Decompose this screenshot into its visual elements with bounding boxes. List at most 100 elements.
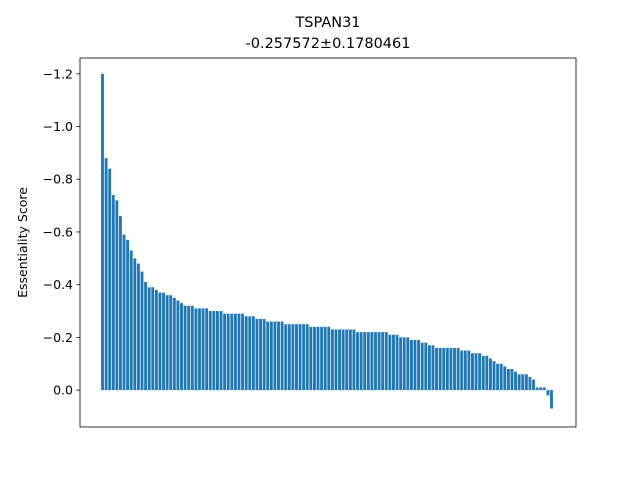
bar <box>251 316 255 391</box>
bar <box>111 195 115 391</box>
bar <box>478 353 482 391</box>
bar <box>129 250 133 391</box>
bar <box>503 366 507 391</box>
bar <box>381 332 385 391</box>
bar <box>546 390 550 396</box>
bar <box>417 340 421 391</box>
bar <box>499 363 503 391</box>
bar <box>514 371 518 391</box>
bar <box>140 271 144 391</box>
bar <box>312 326 316 391</box>
bar <box>323 326 327 391</box>
bar <box>550 390 553 409</box>
bar <box>445 347 449 391</box>
bar <box>126 239 130 391</box>
bar <box>101 73 104 391</box>
bar <box>535 387 539 391</box>
bar <box>427 345 431 391</box>
y-tick-label: 0.0 <box>53 383 73 398</box>
bar <box>262 318 266 391</box>
bar <box>205 308 209 391</box>
bar <box>496 363 500 391</box>
bar <box>104 158 108 391</box>
y-tick-label: −0.8 <box>43 172 73 187</box>
bar <box>424 342 428 391</box>
bar <box>226 313 230 391</box>
bar <box>460 350 464 391</box>
y-tick-label: −1.2 <box>43 66 73 81</box>
bar <box>352 329 356 391</box>
bar <box>144 282 148 391</box>
bar <box>241 313 245 391</box>
bar <box>122 234 126 391</box>
bar <box>280 321 284 391</box>
bar <box>374 332 377 391</box>
bar <box>363 332 367 391</box>
bar <box>341 329 345 391</box>
bar <box>208 311 212 391</box>
bar <box>269 321 273 391</box>
bar <box>384 332 388 391</box>
bar <box>291 324 295 391</box>
bar <box>194 308 198 391</box>
bar <box>266 321 270 391</box>
bar <box>532 379 535 391</box>
bar <box>377 332 381 391</box>
y-tick-label: −1.0 <box>43 119 73 134</box>
bar <box>248 316 252 391</box>
bar <box>420 342 424 391</box>
bar <box>284 324 288 391</box>
bar <box>147 287 151 391</box>
bar <box>492 361 496 391</box>
bar <box>302 324 306 391</box>
bar <box>172 297 176 391</box>
bar <box>201 308 205 391</box>
chart-subtitle: -0.257572±0.1780461 <box>246 36 411 52</box>
bar <box>320 326 324 391</box>
bar <box>327 326 331 391</box>
bar <box>230 313 234 391</box>
bar <box>453 347 456 391</box>
bar <box>108 168 112 391</box>
bar <box>219 311 223 391</box>
bar <box>287 324 291 391</box>
bar <box>277 321 280 391</box>
bar <box>162 292 165 391</box>
bar <box>463 350 467 391</box>
bar <box>521 374 525 391</box>
bar <box>180 303 183 391</box>
bar <box>524 374 528 391</box>
bar <box>392 334 395 391</box>
bar <box>370 332 374 391</box>
bar <box>356 332 359 391</box>
bar <box>298 324 302 391</box>
bar <box>119 216 122 391</box>
bar <box>442 347 446 391</box>
bar <box>198 308 201 391</box>
bar <box>259 318 262 391</box>
plot-frame <box>79 57 577 428</box>
bar <box>406 337 410 391</box>
bar <box>481 355 485 391</box>
bar <box>435 347 438 391</box>
bar <box>169 295 173 391</box>
bar <box>366 332 370 391</box>
y-tick-label: −0.2 <box>43 330 73 345</box>
bar <box>176 300 180 391</box>
bar <box>539 387 543 391</box>
bar <box>345 329 349 391</box>
bar <box>334 329 338 391</box>
bar <box>154 289 158 391</box>
bar <box>506 369 510 391</box>
bar <box>273 321 277 391</box>
bar <box>388 334 392 391</box>
bar <box>395 334 399 391</box>
bar <box>528 376 532 391</box>
y-tick-label: −0.6 <box>43 224 73 239</box>
bar <box>187 305 191 391</box>
bar <box>305 324 309 391</box>
bar <box>233 313 237 391</box>
bar <box>485 355 489 391</box>
bar <box>309 326 313 391</box>
